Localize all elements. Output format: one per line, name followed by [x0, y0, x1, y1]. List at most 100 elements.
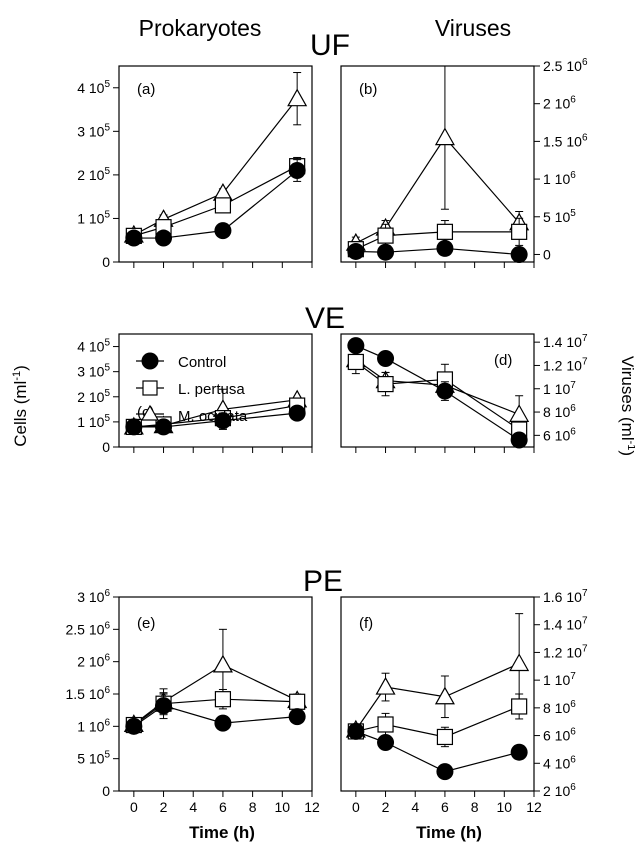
y-tick-label: 1.4 107 [543, 616, 588, 633]
panel-label: (f) [359, 615, 373, 632]
legend-label-l-pertusa: L. pertusa [178, 381, 245, 398]
point-control [214, 714, 232, 732]
point-l-pertusa [214, 197, 232, 214]
point-control [436, 763, 454, 781]
point-l-pertusa [347, 353, 364, 371]
point-m-oculata [434, 127, 455, 146]
column-heading-prokaryotes: Prokaryotes [139, 15, 262, 41]
panel-b: 0 5 105 1 106 1.5 106 2 106 2.5 106 (b) [340, 57, 588, 268]
legend-marker-m-oculata [140, 404, 160, 421]
point-control [155, 418, 173, 436]
series-line-l-pertusa [133, 165, 298, 237]
point-control [214, 412, 232, 430]
point-m-oculata [287, 88, 308, 107]
y-tick-label: 4 106 [543, 754, 576, 771]
panel-label: (e) [137, 615, 155, 632]
series-line-m-oculata [355, 662, 520, 731]
y-tick-label: 1.2 107 [543, 356, 588, 373]
y-tick-label: 1.2 107 [543, 643, 588, 660]
y-tick-label: 8 106 [543, 699, 576, 716]
y-tick-label: 1 105 [77, 413, 110, 430]
point-control [510, 743, 528, 761]
series-line-m-oculata [133, 399, 298, 428]
panels: 0 1 105 2 105 3 105 4 105 (a) 0 5 105 1 106 1.5 1… [66, 57, 588, 815]
point-control [155, 697, 173, 715]
series-line-m-oculata [133, 664, 298, 725]
series-line-l-pertusa [355, 705, 520, 738]
y-tick-label: 0 [543, 246, 551, 262]
series-line-l-pertusa [355, 231, 520, 250]
y-tick-label: 0 [102, 254, 110, 270]
point-control [436, 382, 454, 400]
panel-d-frame [340, 333, 535, 448]
legend-marker-l-pertusa [142, 380, 158, 396]
point-control [125, 229, 143, 247]
series-line-l-pertusa [355, 361, 520, 431]
panel-d: 6 106 8 106 1 107 1.2 107 1.4 107 (d) [340, 333, 588, 453]
point-control [377, 349, 395, 367]
y-tick-label: 0 [102, 439, 110, 455]
point-control [288, 162, 306, 180]
series-line-control [133, 704, 298, 727]
y-tick-label: 5 105 [77, 750, 110, 767]
point-l-pertusa [377, 716, 394, 733]
point-control [347, 337, 365, 355]
panel-label: (b) [359, 81, 377, 98]
point-control [510, 245, 528, 263]
right-y-axis-label: Viruses (ml-1) [618, 356, 635, 456]
legend-label-control: Control [178, 354, 226, 371]
point-m-oculata [509, 404, 530, 422]
series-line-m-oculata [355, 359, 520, 415]
y-tick-label: 1 106 [543, 170, 576, 187]
point-l-pertusa [436, 223, 454, 240]
y-tick-label: 4 105 [77, 79, 110, 96]
x-tick-label: 4 [411, 799, 419, 815]
series-line-control [355, 247, 520, 256]
y-tick-label: 2 105 [77, 166, 110, 183]
point-control [436, 239, 454, 257]
panel-label: (d) [494, 352, 512, 369]
y-tick-label: 1.6 107 [543, 588, 588, 605]
point-m-oculata [509, 653, 530, 672]
series-line-control [355, 345, 520, 441]
x-tick-label: 8 [249, 799, 257, 815]
y-tick-label: 3 105 [77, 122, 110, 139]
point-control [288, 708, 306, 726]
left-y-axis-label: Cells (ml-1) [11, 365, 30, 447]
x-tick-label: 12 [304, 799, 320, 815]
y-tick-label: 0 [102, 783, 110, 799]
x-tick-label: 2 [160, 799, 168, 815]
panel-b-frame [340, 65, 535, 263]
x-tick-label: 6 [441, 799, 449, 815]
x-tick-label: 12 [526, 799, 542, 815]
x-tick-label: 8 [471, 799, 479, 815]
x-tick-label: 10 [497, 799, 513, 815]
y-tick-label: 8 106 [543, 403, 576, 420]
y-tick-label: 2 106 [543, 782, 576, 799]
legend-marker-control [141, 352, 159, 370]
y-tick-label: 1 107 [543, 380, 576, 397]
x-tick-label: 2 [382, 799, 390, 815]
point-m-oculata [212, 654, 233, 673]
point-m-oculata [434, 686, 455, 705]
y-tick-label: 1 105 [77, 209, 110, 226]
x-tick-label: 4 [189, 799, 197, 815]
panel-a-frame [118, 65, 313, 263]
point-l-pertusa [511, 698, 528, 715]
y-tick-label: 2 106 [77, 653, 110, 670]
point-control [377, 243, 395, 261]
point-control [155, 229, 173, 247]
y-tick-label: 2 105 [77, 388, 110, 405]
panel-f: 0 2 4 6 8 10 122 106 4 106 6 106 8 106 1 107 1.2 10… [340, 588, 588, 815]
y-tick-label: 1 107 [543, 671, 576, 688]
series-line-control [355, 730, 520, 773]
panel-f-frame [340, 596, 535, 792]
y-tick-label: 1.4 107 [543, 333, 588, 350]
panel-e: 0 2 4 6 8 10 12 0 5 105 1 106 1.5 106 2 106 2.5 106 3… [66, 588, 320, 815]
y-tick-label: 4 105 [77, 338, 110, 355]
series-line-control [133, 170, 298, 239]
y-tick-label: 1 106 [77, 717, 110, 734]
point-control [125, 418, 143, 436]
legend: Control L. pertusa M. oculata [136, 352, 248, 425]
